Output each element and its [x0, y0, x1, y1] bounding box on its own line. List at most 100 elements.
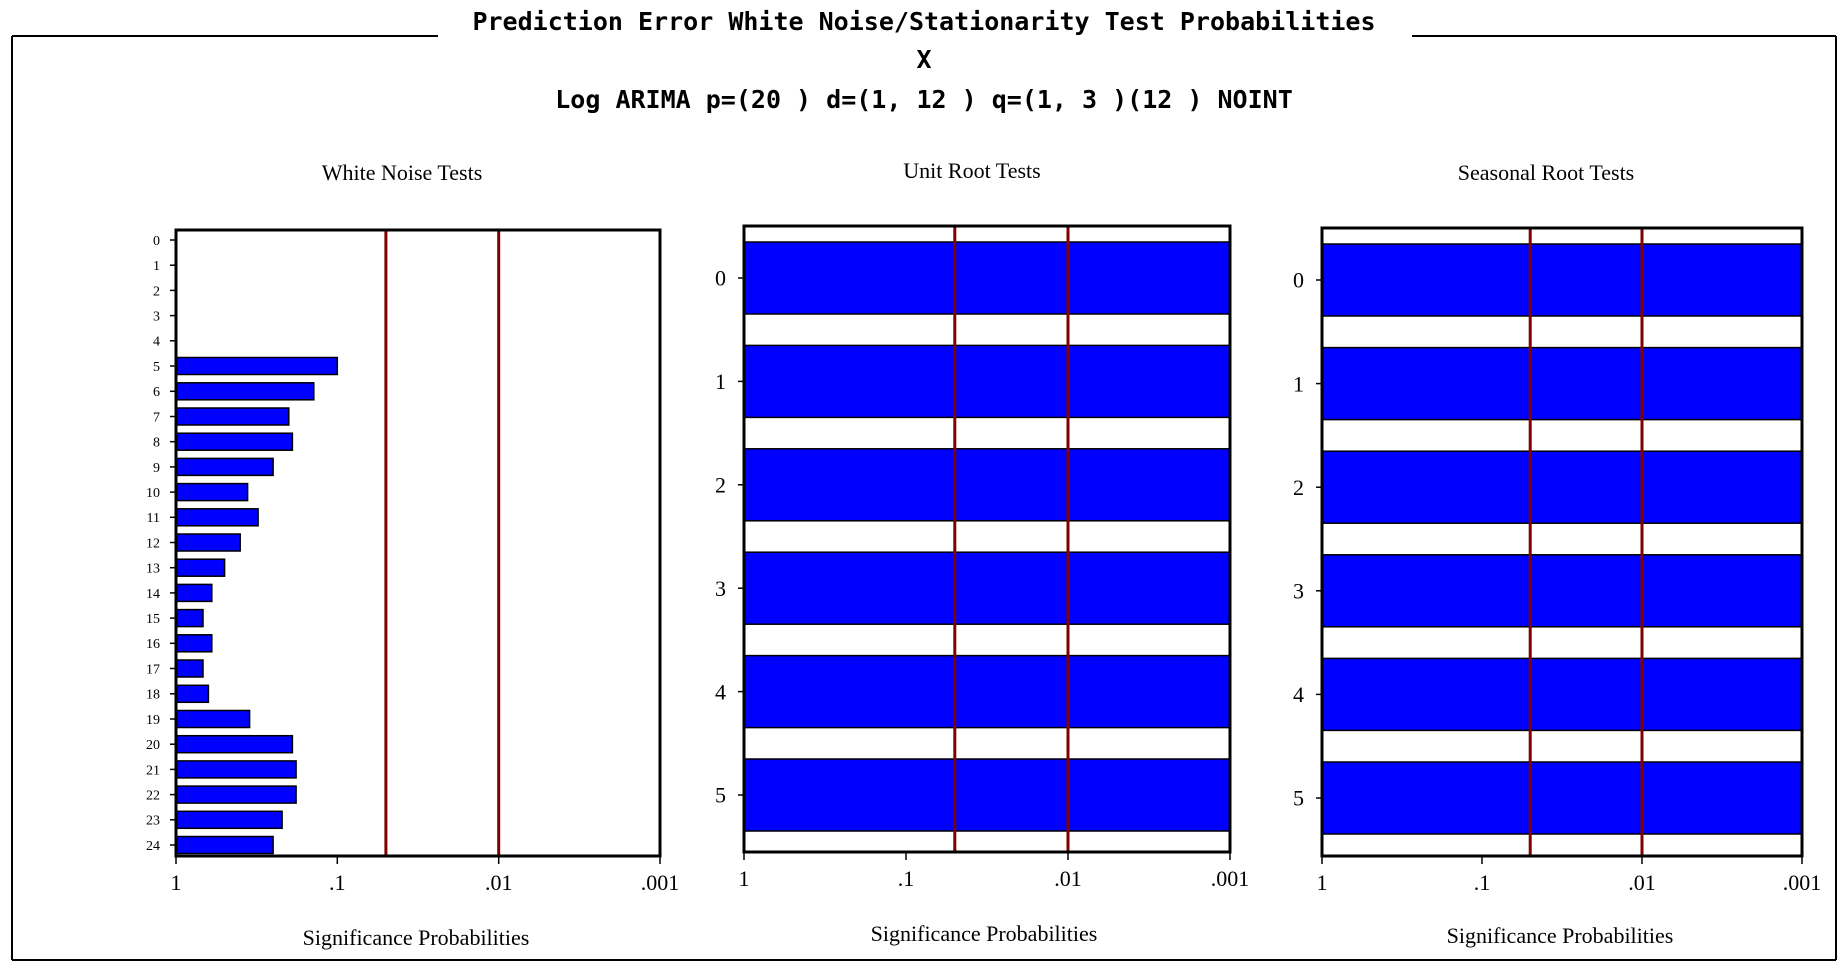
- bar-5: [175, 356, 339, 376]
- category-label: 1: [1293, 371, 1304, 396]
- outer-frame: [11, 35, 1837, 961]
- bar-14: [175, 583, 213, 603]
- white-noise-tests-panel: White Noise Tests 0123456789101112131415…: [146, 160, 679, 950]
- category-label: 12: [146, 536, 160, 551]
- bar-18: [175, 684, 210, 704]
- bar-16: [175, 634, 213, 653]
- x-tick-label: .001: [1783, 870, 1822, 895]
- x-tick-label: 1: [739, 866, 750, 891]
- category-label: 0: [715, 266, 726, 291]
- x-tick-label: .001: [641, 870, 680, 895]
- bar-4: [743, 654, 1231, 729]
- bar-13: [175, 558, 226, 577]
- bar-3: [1321, 554, 1803, 628]
- bar-0: [743, 241, 1231, 315]
- x-tick-label: .1: [1474, 870, 1491, 895]
- bar-0: [1321, 243, 1803, 317]
- bar-10: [175, 482, 249, 502]
- category-label: 23: [146, 814, 160, 829]
- plot-area: 0123456789101112131415161718192021222324…: [146, 228, 680, 895]
- category-label: 4: [715, 679, 726, 704]
- bar-21: [175, 760, 297, 779]
- category-label: 4: [1293, 682, 1304, 707]
- x-axis-label: Significance Probabilities: [1447, 923, 1674, 948]
- bar-9: [175, 457, 274, 477]
- category-label: 24: [146, 839, 160, 854]
- category-label: 9: [153, 461, 160, 476]
- plot-area: 0 1 2 3 4 5 1 .1 .01 .001: [715, 224, 1250, 891]
- category-label: 1: [715, 369, 726, 394]
- x-tick-label: .01: [1628, 870, 1656, 895]
- model-label: Log ARIMA p=(20 ) d=(1, 12 ) q=(1, 3 )(1…: [555, 85, 1293, 114]
- category-label: 14: [146, 587, 160, 602]
- x-tick-label: .01: [1054, 866, 1082, 891]
- category-label: 5: [153, 360, 160, 375]
- category-label: 1: [153, 259, 160, 274]
- plot-area: 0 1 2 3 4 5 1 .1 .01 .001: [1293, 226, 1822, 895]
- category-label: 10: [146, 486, 160, 501]
- category-label: 16: [146, 637, 160, 652]
- category-label: 2: [1293, 475, 1304, 500]
- category-label: 8: [153, 436, 160, 451]
- category-label: 19: [146, 713, 160, 728]
- category-label: 21: [146, 763, 160, 778]
- category-label: 0: [1293, 268, 1304, 293]
- bar-5: [1321, 761, 1803, 835]
- series-name: X: [916, 45, 931, 74]
- bar-11: [175, 508, 259, 527]
- category-label: 13: [146, 562, 160, 577]
- x-tick-label: .001: [1211, 866, 1250, 891]
- panel-title: Seasonal Root Tests: [1458, 160, 1635, 185]
- bar-12: [175, 533, 241, 552]
- bar-1: [743, 344, 1231, 419]
- bar-15: [175, 608, 204, 628]
- x-axis-label: Significance Probabilities: [303, 925, 530, 950]
- category-label: 3: [153, 310, 160, 325]
- seasonal-root-tests-panel: Seasonal Root Tests 0 1 2 3 4 5 1 .1 .01 .001 Sig…: [1293, 160, 1821, 948]
- category-label: 6: [153, 385, 160, 400]
- x-tick-label: .1: [898, 866, 915, 891]
- panel-title: Unit Root Tests: [903, 158, 1040, 183]
- x-tick-label: .01: [485, 870, 513, 895]
- plot-frame: [174, 228, 662, 858]
- category-label: 5: [715, 783, 726, 808]
- bar-5: [743, 758, 1231, 832]
- bar-4: [1321, 657, 1803, 732]
- category-label: 3: [715, 576, 726, 601]
- bar-19: [175, 709, 251, 729]
- category-label: 2: [715, 473, 726, 498]
- bar-2: [1321, 450, 1803, 524]
- plot-frame: [1320, 226, 1804, 858]
- x-axis-label: Significance Probabilities: [871, 921, 1098, 946]
- category-label: 18: [146, 688, 160, 703]
- bar-22: [175, 785, 297, 804]
- bar-7: [175, 407, 290, 426]
- plot-frame: [742, 224, 1232, 854]
- x-tick-label: 1: [1317, 870, 1328, 895]
- category-label: 17: [146, 662, 160, 677]
- category-label: 7: [153, 410, 160, 425]
- bar-23: [175, 810, 283, 830]
- bar-8: [175, 432, 294, 451]
- category-label: 11: [147, 511, 160, 526]
- panel-title: White Noise Tests: [322, 160, 483, 185]
- bar-2: [743, 448, 1231, 522]
- category-label: 5: [1293, 786, 1304, 811]
- window-title: Prediction Error White Noise/Stationarit…: [472, 7, 1375, 36]
- category-label: 2: [153, 284, 160, 299]
- bar-24: [175, 835, 274, 855]
- category-label: 15: [146, 612, 160, 627]
- category-label: 20: [146, 738, 160, 753]
- x-tick-label: 1: [171, 870, 182, 895]
- category-label: 22: [146, 789, 160, 804]
- bar-20: [175, 734, 294, 754]
- bar-1: [1321, 346, 1803, 421]
- category-label: 0: [153, 234, 160, 249]
- bar-3: [743, 551, 1231, 625]
- category-label: 3: [1293, 579, 1304, 604]
- bar-6: [175, 382, 315, 401]
- category-label: 4: [153, 335, 160, 350]
- x-tick-label: .1: [329, 870, 346, 895]
